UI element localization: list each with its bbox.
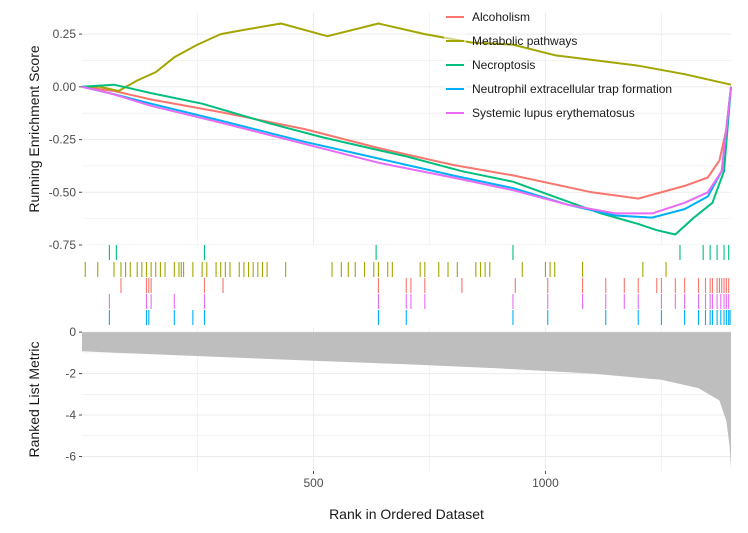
- enrichment-ytick-label: 0.25: [53, 27, 77, 41]
- legend-label: Systemic lupus erythematosus: [472, 106, 635, 120]
- ranked-ytick-label: 0: [69, 325, 76, 339]
- ranked-xtick-label: 1000: [532, 476, 559, 490]
- enrichment-ytick-label: -0.25: [49, 133, 77, 147]
- enrichment-ytick-label: 0.00: [53, 80, 77, 94]
- ranked-metric-area: [82, 332, 731, 469]
- series-line-necroptosis: [81, 83, 732, 236]
- ranked-ytick-label: -6: [65, 449, 76, 463]
- ranked-ytick-label: -4: [65, 408, 76, 422]
- legend-label: Alcoholism: [472, 10, 530, 24]
- enrichment-panel-bg: [82, 13, 731, 245]
- series-line-neutrophil-extracellular-trap-formation: [81, 85, 732, 219]
- ranked-xlabel: Rank in Ordered Dataset: [329, 506, 484, 522]
- ranked-ylabel: Ranked List Metric: [26, 342, 42, 458]
- series-line-systemic-lupus-erythematosus: [81, 85, 732, 215]
- legend-label: Neutrophil extracellular trap formation: [472, 82, 672, 96]
- enrichment-ytick-label: -0.50: [49, 185, 77, 199]
- ranked-xtick-label: 500: [303, 476, 323, 490]
- legend-label: Necroptosis: [472, 58, 535, 72]
- series-line-alcoholism: [81, 85, 732, 200]
- enrichment-ytick-label: -0.75: [49, 238, 77, 252]
- legend-label: Metabolic pathways: [472, 34, 577, 48]
- enrichment-ylabel: Running Enrichment Score: [26, 45, 42, 213]
- series-line-metabolic-pathways: [82, 22, 732, 92]
- ranked-ytick-label: -2: [65, 367, 76, 381]
